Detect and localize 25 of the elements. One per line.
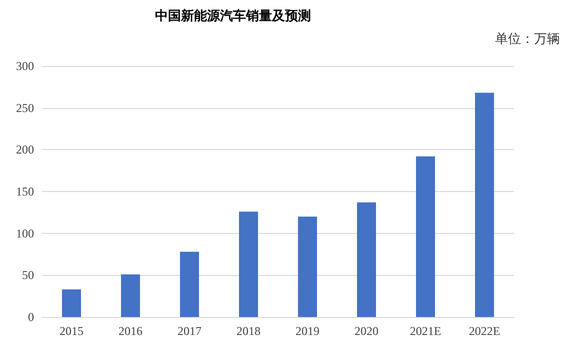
x-tick-label: 2020: [354, 324, 378, 338]
chart-title: 中国新能源汽车销量及预测: [155, 8, 311, 23]
y-tick-label: 300: [16, 59, 34, 73]
bar: [416, 156, 435, 317]
bar: [239, 212, 258, 317]
y-tick-label: 200: [16, 142, 34, 157]
x-tick-label: 2022E: [468, 324, 500, 338]
y-tick-label: 100: [16, 226, 34, 240]
x-tick-label: 2016: [118, 324, 142, 338]
x-tick-label: 2021E: [410, 324, 442, 338]
y-axis-title: 单位：万辆: [495, 31, 560, 46]
bar: [357, 202, 376, 317]
bar: [180, 252, 199, 317]
y-tick-label: 50: [22, 268, 34, 282]
x-tick-label: 2018: [236, 324, 260, 338]
x-tick-label: 2017: [178, 324, 202, 338]
y-tick-label: 250: [16, 100, 34, 115]
x-tick-label: 2019: [296, 324, 320, 338]
bar: [62, 289, 81, 317]
x-tick-label: 2015: [60, 324, 84, 338]
bar: [298, 216, 317, 317]
y-tick-label: 0: [28, 310, 34, 324]
bar: [121, 274, 140, 317]
y-tick-label: 150: [16, 184, 34, 198]
bar: [475, 92, 494, 317]
